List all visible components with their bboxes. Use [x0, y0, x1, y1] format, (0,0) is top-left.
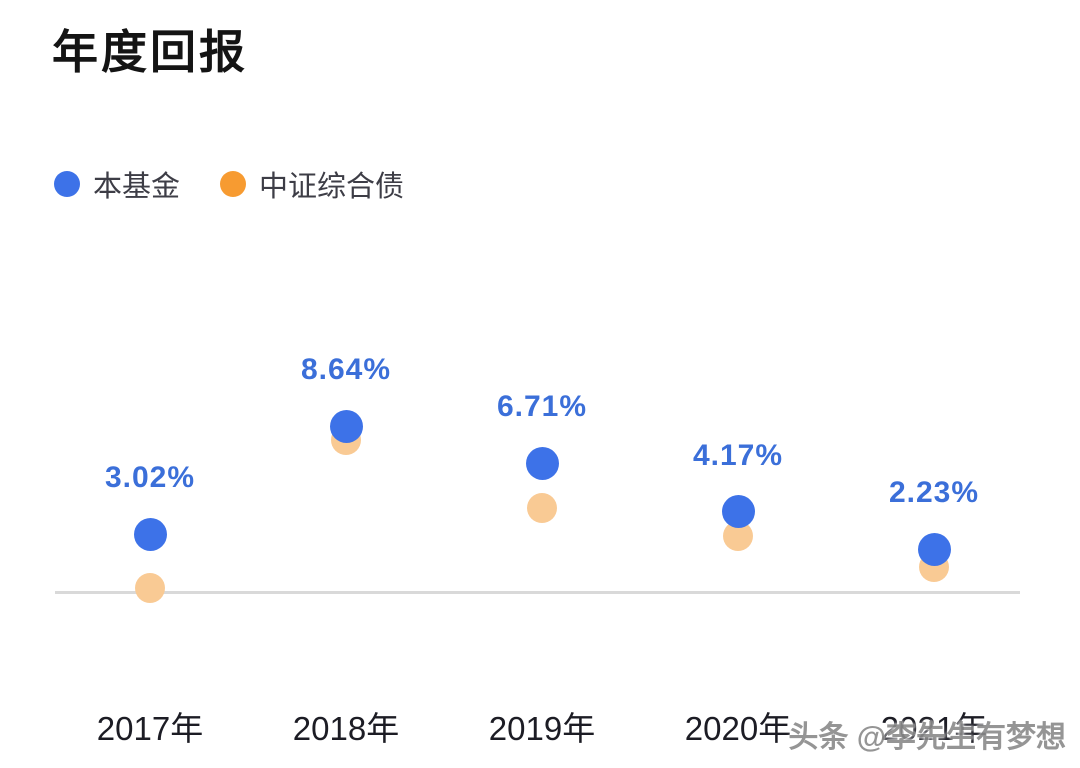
fund-data-point	[917, 532, 951, 566]
fund-series-dot-icon	[54, 171, 80, 197]
fund-data-point	[133, 517, 167, 551]
index-data-point	[135, 573, 165, 604]
x-axis-label: 2017年	[96, 710, 204, 747]
value-label: 6.71%	[496, 390, 588, 424]
fund-data-point	[329, 409, 363, 443]
chart-legend: 本基金 中证综合债	[54, 163, 404, 205]
value-label: 8.64%	[300, 353, 392, 387]
x-axis-label: 2019年	[488, 710, 596, 747]
value-label: 4.17%	[692, 438, 784, 472]
x-axis-label: 2021年	[880, 710, 988, 747]
value-label: 3.02%	[104, 461, 196, 495]
legend-label-fund: 本基金	[93, 171, 181, 203]
legend-item-index: 中证综合债	[220, 163, 404, 205]
fund-data-point	[525, 446, 559, 480]
x-axis-label: 2020年	[684, 710, 792, 747]
legend-label-index: 中证综合债	[259, 171, 405, 203]
index-data-point	[527, 492, 557, 523]
watermark: 头条 @李先生有梦想	[788, 721, 1066, 754]
zero-baseline	[55, 591, 1020, 594]
page-title: 年度回报	[52, 26, 248, 78]
value-label: 2.23%	[888, 476, 980, 510]
fund-data-point	[721, 495, 755, 529]
x-axis-label: 2018年	[292, 710, 400, 747]
index-series-dot-icon	[220, 171, 247, 197]
legend-item-fund: 本基金	[54, 163, 180, 205]
